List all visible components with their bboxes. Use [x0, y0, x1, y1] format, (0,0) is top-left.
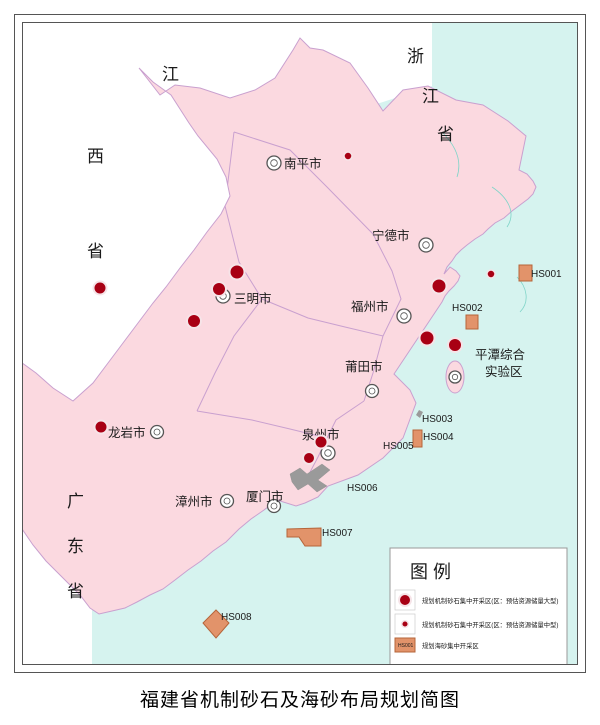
svg-text:图 例: 图 例 — [410, 562, 451, 582]
svg-text:龙岩市: 龙岩市 — [108, 425, 146, 440]
svg-text:HS007: HS007 — [322, 528, 353, 539]
svg-text:浙: 浙 — [407, 47, 424, 66]
svg-text:省: 省 — [67, 582, 84, 601]
svg-text:江: 江 — [162, 65, 179, 84]
svg-text:莆田市: 莆田市 — [345, 359, 383, 374]
svg-text:HS002: HS002 — [452, 303, 483, 314]
svg-text:福州市: 福州市 — [351, 299, 389, 314]
svg-text:平潭综合: 平潭综合 — [475, 347, 526, 362]
svg-text:省: 省 — [87, 242, 104, 261]
svg-text:厦门市: 厦门市 — [246, 489, 284, 504]
svg-text:规划机制砂石集中开采区(区：预估资源储量大型): 规划机制砂石集中开采区(区：预估资源储量大型) — [422, 596, 558, 605]
svg-text:HS004: HS004 — [423, 432, 454, 443]
svg-text:HS006: HS006 — [347, 483, 378, 494]
svg-text:广: 广 — [67, 492, 84, 511]
svg-text:三明市: 三明市 — [234, 291, 272, 306]
svg-text:HS001: HS001 — [398, 643, 414, 649]
svg-text:宁德市: 宁德市 — [372, 228, 410, 243]
svg-text:江: 江 — [422, 87, 439, 106]
svg-text:HS008: HS008 — [221, 612, 252, 623]
svg-text:HS003: HS003 — [422, 414, 453, 425]
svg-text:规划海砂集中开采区: 规划海砂集中开采区 — [422, 641, 479, 650]
svg-text:南平市: 南平市 — [284, 156, 322, 171]
svg-text:HS001: HS001 — [531, 269, 562, 280]
svg-text:实验区: 实验区 — [485, 364, 523, 379]
svg-text:HS005: HS005 — [383, 441, 414, 452]
svg-text:省: 省 — [437, 125, 454, 144]
svg-text:东: 东 — [67, 537, 84, 556]
svg-text:西: 西 — [87, 147, 104, 166]
svg-text:漳州市: 漳州市 — [175, 494, 213, 509]
svg-text:规划机制砂石集中开采区(区：预估资源储量中型): 规划机制砂石集中开采区(区：预估资源储量中型) — [422, 620, 558, 629]
